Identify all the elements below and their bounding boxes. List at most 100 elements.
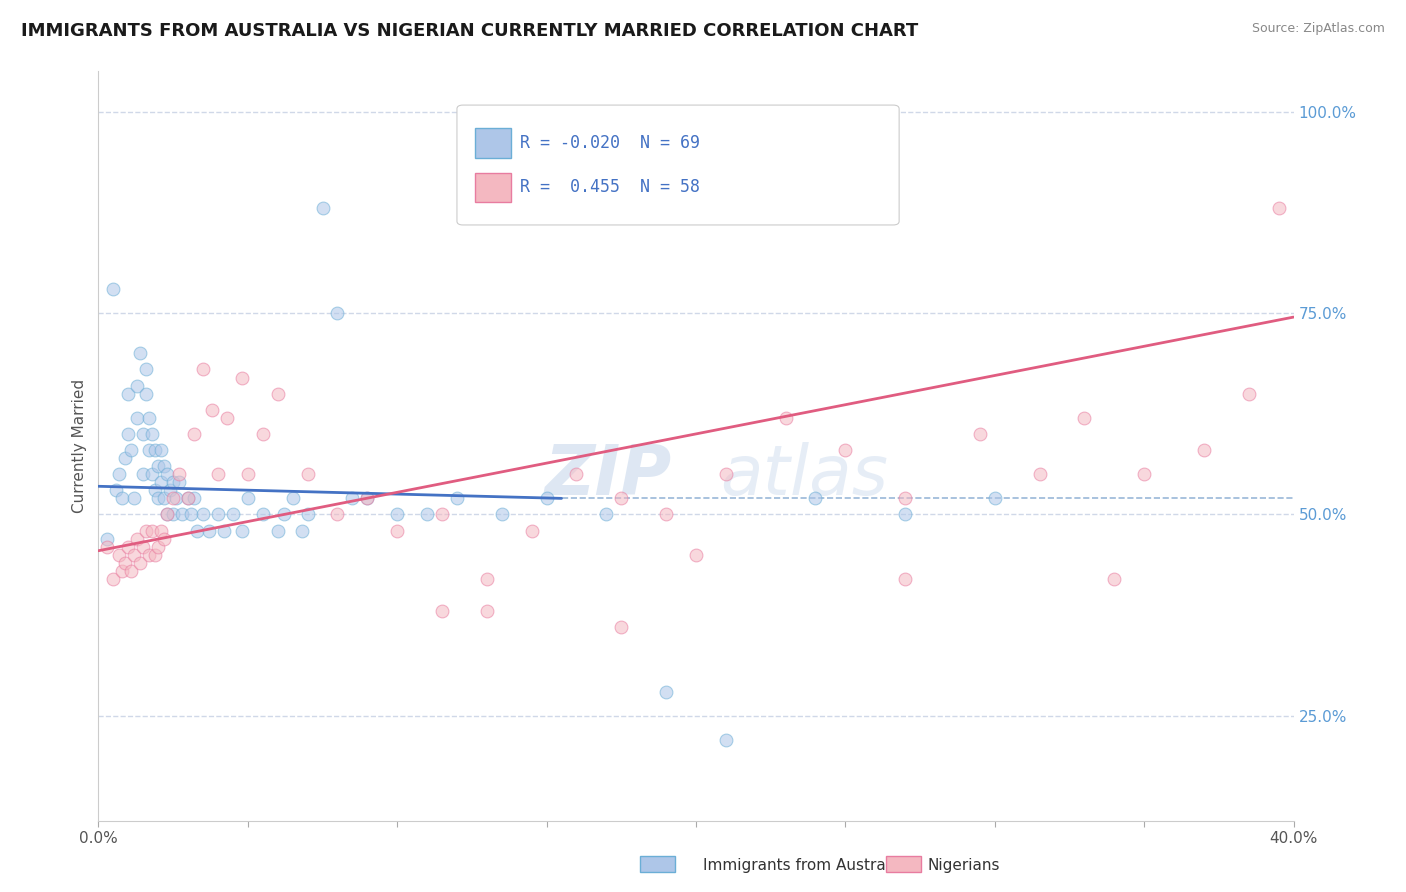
Point [177,491,200,506]
Y-axis label: Currently Married: Currently Married [72,379,87,513]
Point [135,386,157,401]
Point [655,684,678,698]
Point [610,491,633,506]
Point [183,426,205,441]
Point [1028,467,1050,482]
Point [207,508,229,522]
Point [775,410,797,425]
Point [103,282,125,296]
Point [520,524,543,538]
Point [595,508,617,522]
Point [117,386,139,401]
Point [267,524,290,538]
Point [120,564,142,578]
Point [475,604,498,618]
Point [191,508,214,522]
Point [894,572,917,586]
Point [143,443,166,458]
Point [129,346,152,360]
Point [127,532,149,546]
Point [138,410,160,425]
Point [1104,572,1126,586]
FancyBboxPatch shape [475,128,510,158]
Point [156,467,179,482]
Text: R =  0.455  N = 58: R = 0.455 N = 58 [520,178,700,196]
Point [894,508,917,522]
Point [156,508,179,522]
Point [430,604,453,618]
Point [165,491,187,506]
Point [804,491,827,506]
Point [430,508,453,522]
FancyBboxPatch shape [457,105,900,225]
Point [177,491,200,506]
Point [215,410,238,425]
Point [446,491,468,506]
Point [114,451,136,466]
Point [159,483,181,498]
Point [297,467,319,482]
Point [356,491,378,506]
Point [132,467,155,482]
Point [162,508,184,522]
Point [135,362,157,376]
Point [150,443,173,458]
Point [385,524,409,538]
Text: Nigerians: Nigerians [928,858,1001,872]
Point [138,443,160,458]
Point [148,459,170,474]
Point [236,467,259,482]
Point [834,443,856,458]
Point [138,548,160,562]
Point [96,540,118,554]
Point [162,475,184,490]
Point [156,508,179,522]
Point [655,508,678,522]
Point [141,426,163,441]
Point [231,370,253,384]
Point [191,362,214,376]
Point [150,475,173,490]
Point [416,508,439,522]
Point [124,491,146,506]
Point [141,524,163,538]
Point [491,508,513,522]
Point [148,540,170,554]
Point [1073,410,1095,425]
Point [1133,467,1156,482]
Text: Immigrants from Australia: Immigrants from Australia [703,858,904,872]
Point [150,524,173,538]
Point [132,540,155,554]
Point [153,491,176,506]
Point [207,467,229,482]
FancyBboxPatch shape [475,172,510,202]
Point [212,524,235,538]
Point [231,524,253,538]
Point [326,508,349,522]
Point [273,508,295,522]
Point [111,491,134,506]
Point [105,483,128,498]
Point [114,556,136,570]
Point [96,532,118,546]
Text: ZIP: ZIP [544,442,672,509]
Point [1237,386,1260,401]
Point [108,467,131,482]
Point [135,524,157,538]
Point [565,467,588,482]
Point [1267,202,1289,216]
Point [201,402,224,417]
Point [252,426,274,441]
Point [385,508,409,522]
Text: Source: ZipAtlas.com: Source: ZipAtlas.com [1251,22,1385,36]
Text: IMMIGRANTS FROM AUSTRALIA VS NIGERIAN CURRENTLY MARRIED CORRELATION CHART: IMMIGRANTS FROM AUSTRALIA VS NIGERIAN CU… [21,22,918,40]
Point [1192,443,1215,458]
Point [111,564,134,578]
Point [326,306,349,320]
Point [153,532,176,546]
Point [117,540,139,554]
Point [475,572,498,586]
Point [186,524,208,538]
Point [148,491,170,506]
Point [714,733,737,747]
